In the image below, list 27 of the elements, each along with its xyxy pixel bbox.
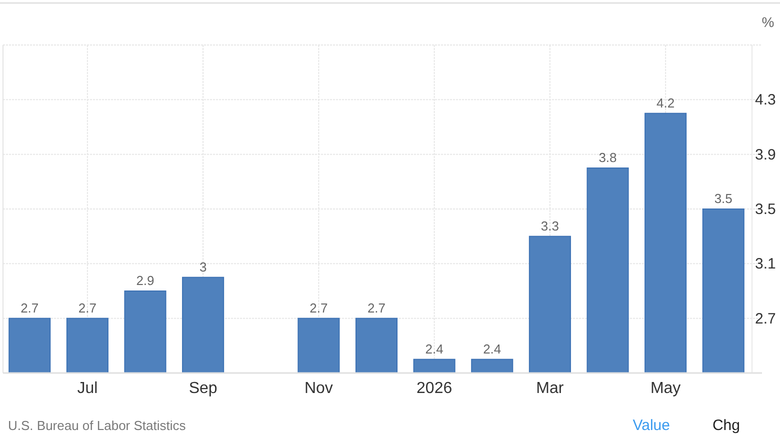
data-label: 2.4 <box>425 341 444 356</box>
text: U.S. Bureau of Labor Statistics <box>8 418 186 433</box>
x-tick-label: Nov <box>304 380 333 397</box>
data-label: 2.7 <box>367 300 386 316</box>
data-label: 2.7 <box>78 300 96 316</box>
data-label: 4.2 <box>656 95 675 110</box>
data-label: 3.8 <box>598 150 617 165</box>
text: Chg <box>712 417 740 434</box>
y-tick-label: 2.7 <box>755 310 776 328</box>
x-tick-label: Sep <box>188 380 218 397</box>
y-tick-label: 4.3 <box>755 92 776 109</box>
x-tick-label: Jul <box>77 380 98 397</box>
text: Value <box>632 417 670 434</box>
data-label: 2.7 <box>310 300 328 316</box>
x-tick-label: 2026 <box>416 380 452 397</box>
y-axis-title: % <box>762 14 774 30</box>
data-label: 2.7 <box>20 300 39 316</box>
y-tick-label: 3.5 <box>755 201 776 218</box>
y-tick-label: 3.1 <box>755 256 776 273</box>
y-tick-label: 3.9 <box>755 146 776 164</box>
data-label: 2.9 <box>136 273 154 288</box>
data-label: 3.5 <box>714 191 732 206</box>
data-label: 3 <box>199 259 207 274</box>
x-tick-label: May <box>650 380 681 397</box>
data-label: 3.3 <box>540 218 559 234</box>
x-tick-label: Mar <box>536 380 564 397</box>
data-label: 2.4 <box>483 341 502 356</box>
